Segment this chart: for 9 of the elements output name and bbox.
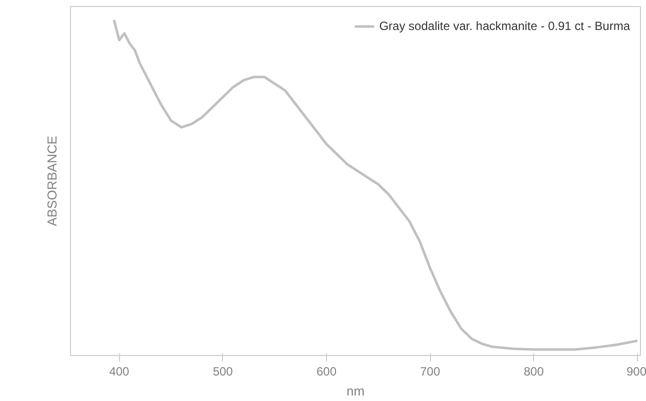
x-tick-label: 500 xyxy=(212,364,234,378)
y-axis-title: ABSORBANCE xyxy=(44,136,60,226)
x-tick-label: 700 xyxy=(420,364,440,378)
x-tick-label: 900 xyxy=(626,364,646,378)
x-axis-title: nm xyxy=(346,384,365,398)
x-tick-label: 800 xyxy=(524,364,544,378)
x-tick-label: 600 xyxy=(316,364,337,378)
x-tick-label: 400 xyxy=(109,364,130,378)
legend-label: Gray sodalite var. hackmanite - 0.91 ct - Burma xyxy=(379,19,630,33)
